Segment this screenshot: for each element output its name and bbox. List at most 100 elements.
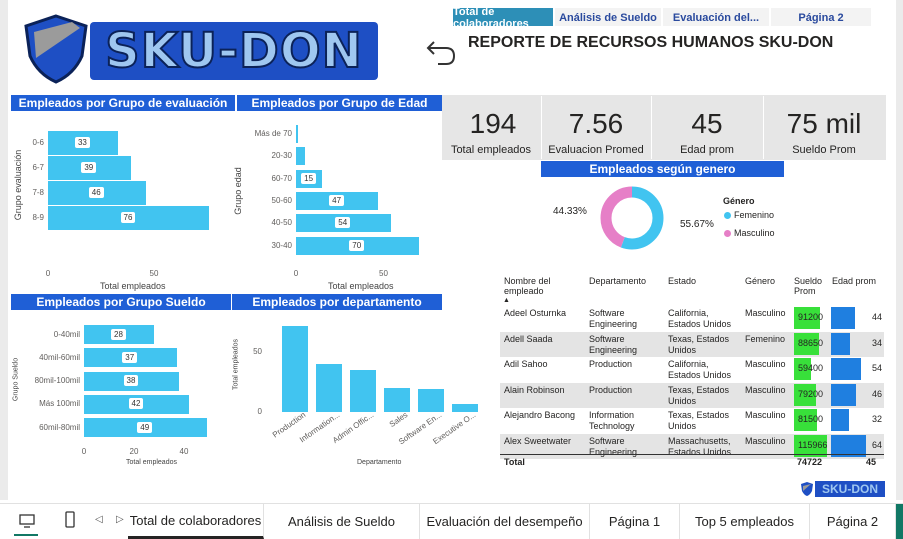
cell-nombre: Alex Sweetwater [504,435,572,446]
shield-logo-icon [24,14,88,84]
x-tick-label: 0 [45,269,51,278]
cell-depto: Production [589,359,633,369]
data-label: 76 [120,212,136,223]
legend-label: Femenino [734,210,775,220]
bar[interactable] [282,325,308,412]
table-total-label: Total [504,457,525,467]
y-tick-label: Más 100mil [39,399,80,409]
bar[interactable] [452,403,478,412]
kpi-sueldo-value: 75 mil [786,108,862,139]
table-row[interactable]: Adil Sahoo Production California, Estados … [500,357,884,382]
cell-genero: Masculino [745,384,786,395]
table-header-nombre[interactable]: Nombre del empleado [504,276,551,296]
report-title: REPORTE DE RECURSOS HUMANOS SKU-DON [468,34,834,51]
y-tick-label: 40-50 [271,218,292,228]
cell-genero: Masculino [745,359,786,369]
cell-estado: California, Estados Unidos [668,359,732,380]
cell-edad: 46 [871,388,882,399]
x-tick-label: 0 [81,447,87,456]
edad-databar [831,383,856,406]
tab-analisis-sueldo[interactable]: Análisis de Sueldo [264,504,420,539]
data-label: 42 [128,398,144,410]
bar[interactable] [296,147,305,166]
title-panel [398,26,888,96]
cell-estado: Massachusetts, Estados Unidos [668,435,732,457]
cell-estado: Texas, Estados Unidos [668,410,730,431]
kpi-evaluacion-value: 7.56 [568,108,624,139]
x-tick-label: 50 [379,269,388,278]
chart-title-departamento: Empleados por departamento [232,294,442,310]
legend-item-masculino[interactable]: Masculino [724,228,775,238]
sueldo-databar [794,332,819,355]
cell-nombre: Adil Sahoo [504,359,548,369]
data-label: 33 [74,137,90,148]
table-header-estado[interactable]: Estado [668,276,697,286]
table-row[interactable]: Alain Robinson Production Texas, Estados U… [500,382,884,408]
cell-depto: Production [589,384,633,395]
table-header-genero[interactable]: Género [745,276,776,286]
cell-sueldo: 88650 [798,337,824,348]
table-total-edad: 45 [866,457,877,467]
bar[interactable] [296,125,298,143]
table-header-sueldo[interactable]: Sueldo Prom [794,276,823,296]
desktop-view-icon[interactable] [18,513,36,529]
nav-evaluacion[interactable]: Evaluación del... [663,8,769,28]
cell-depto: Information Technology [589,410,635,431]
y-tick-label: 20-30 [271,151,292,161]
tab-scroll-indicator[interactable] [896,504,903,539]
y-tick-label: 8-9 [32,213,44,222]
tab-top-5-empleados[interactable]: Top 5 empleados [680,504,810,539]
cell-genero: Masculino [745,435,786,446]
edad-databar [831,307,855,329]
table-total-sueldo: 74722 [797,457,823,467]
bar[interactable] [350,370,376,412]
nav-pagina-2[interactable]: Página 2 [771,8,871,28]
mobile-view-icon[interactable] [63,511,77,529]
x-tick-label: 20 [129,447,139,456]
cell-estado: Texas, Estados Unidos [668,384,730,406]
next-page-icon[interactable]: ▷ [116,514,124,525]
kpi-total-empleados-label: Total empleados [450,144,532,156]
x-tick-label: 40 [179,447,189,456]
bar[interactable] [418,389,444,412]
sueldo-databar [794,409,817,431]
tab-evaluacion-desempeno[interactable]: Evaluación del desempeño [420,504,590,539]
table-row[interactable]: Alejandro Bacong Information Technology Te… [500,408,884,433]
bar[interactable] [316,364,342,412]
kpi-divider [651,96,652,159]
nav-total-colaboradores[interactable]: Total de colaboradores [453,6,553,30]
table-header-edad[interactable]: Edad prom [832,276,877,286]
tab-total-colaboradores[interactable]: Total de colaboradores [128,504,264,539]
tab-pagina-1[interactable]: Página 1 [590,504,680,539]
y-tick-label: 40mil-60mil [39,352,80,362]
y-tick-label: 80mil-100mil [34,376,80,386]
x-tick-label: 50 [149,269,159,278]
table-header-departamento[interactable]: Departamento [589,276,647,286]
sueldo-databar [794,434,827,457]
edad-databar [831,409,849,431]
tab-pagina-2[interactable]: Página 2 [810,504,896,539]
sort-caret-icon[interactable]: ▲ [503,297,510,304]
data-label: 28 [111,328,126,340]
table-row[interactable]: Adeel Osturnka Software Engineering Califo… [500,306,884,331]
xlabel-departamento: Departamento [357,459,402,466]
table-row[interactable]: Adell Saada Software Engineering Texas, Es… [500,331,884,357]
bar[interactable] [384,388,410,412]
prev-page-icon[interactable]: ◁ [95,514,103,525]
xlabel-sueldo: Total empleados [126,459,177,466]
data-label: 47 [329,194,345,206]
nav-analisis-sueldo[interactable]: Análisis de Sueldo [555,8,661,28]
y-tick-label: 50-60 [271,195,292,205]
legend-item-femenino[interactable]: Femenino [724,210,774,220]
chart-genero-donut [600,186,664,250]
cell-estado: Texas, Estados Unidos [668,333,730,355]
cell-sueldo: 59400 [798,363,824,373]
legend-dot-icon [724,211,731,219]
sueldo-databar [794,307,820,329]
kpi-total-empleados-value: 194 [469,108,517,139]
edad-databar [831,434,866,457]
total-divider [500,454,884,455]
cell-depto: Software Engineering [589,333,638,355]
donut-slice[interactable] [600,186,664,250]
back-arrow-icon[interactable] [424,32,458,66]
